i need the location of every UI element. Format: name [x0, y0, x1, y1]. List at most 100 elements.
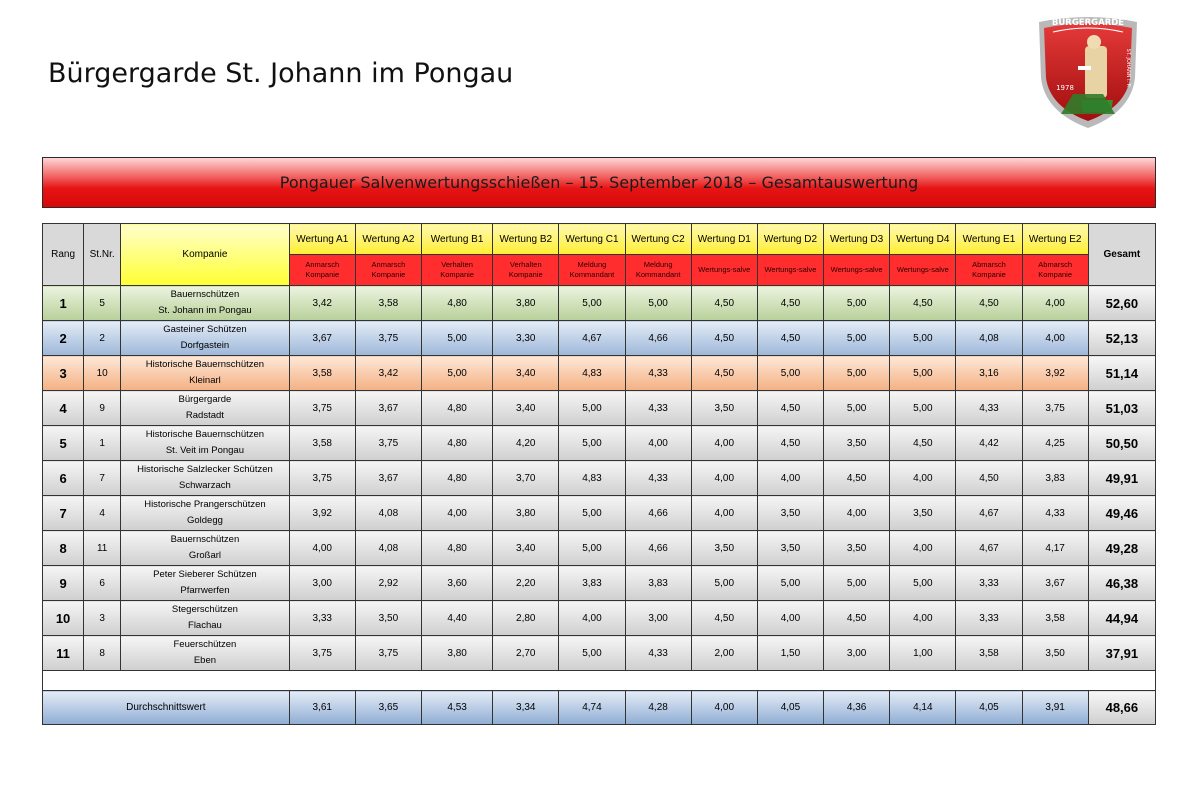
- company-name: Bauernschützen: [170, 289, 240, 300]
- company-name: Historische Bauernschützen: [145, 429, 265, 440]
- rank-cell: 10: [41, 600, 85, 636]
- score-cell: 5,00: [558, 425, 626, 461]
- score-cell: 4,50: [690, 285, 758, 321]
- company-cell: Historische Bauernschützen St. Veit im Po…: [120, 425, 290, 461]
- score-cell: 4,00: [1021, 320, 1089, 356]
- average-row: Durchschnittswert 3,61 3,65 4,53 3,34 4,74 4,2…: [42, 690, 1157, 725]
- score-cell: 4,33: [1021, 495, 1089, 531]
- rank-cell: 3: [41, 355, 85, 391]
- start-number-cell: 7: [83, 460, 122, 496]
- score-cell: 3,50: [756, 495, 825, 531]
- score-cell: 4,00: [889, 460, 957, 496]
- rank-cell: 6: [41, 460, 85, 496]
- header-kompanie: Kompanie: [120, 223, 290, 286]
- subcriterion-line-2: Kompanie: [508, 270, 543, 279]
- subcriterion-line-2: Kompanie: [972, 270, 1006, 279]
- subcriterion-line-1: Wertungs-salve: [830, 265, 883, 274]
- score-cell: 3,33: [955, 600, 1023, 636]
- company-name: Stegerschützen: [171, 604, 238, 615]
- start-number-cell: 4: [83, 495, 122, 531]
- score-cell: 3,67: [288, 320, 356, 356]
- average-score-cell: 4,36: [823, 690, 891, 725]
- svg-text:ST. JOHANN i. P.: ST. JOHANN i. P.: [1125, 49, 1131, 88]
- company-location: St. Johann im Pongau: [158, 305, 252, 316]
- score-cell: 2,70: [492, 635, 560, 671]
- header-subcriterion: Anmarsch Kompanie: [354, 254, 423, 286]
- score-cell: 5,00: [889, 320, 957, 356]
- score-cell: 3,70: [492, 460, 560, 496]
- score-cell: 4,50: [690, 355, 758, 391]
- spacer-cell: [625, 670, 692, 691]
- score-cell: 4,50: [823, 600, 891, 636]
- spacer-cell: [691, 670, 758, 691]
- score-cell: 3,67: [354, 460, 423, 496]
- score-cell: 3,40: [492, 355, 560, 391]
- header-criterion: Wertung D3: [823, 223, 891, 255]
- score-cell: 4,33: [624, 390, 692, 426]
- company-location: Goldegg: [186, 515, 223, 526]
- score-cell: 5,00: [690, 565, 758, 601]
- header-subcriterion: Abmarsch Kompanie: [955, 254, 1023, 286]
- score-cell: 4,33: [955, 390, 1023, 426]
- total-cell: 52,60: [1087, 285, 1157, 321]
- score-cell: 4,00: [690, 460, 758, 496]
- header-subcriterion: Meldung Kommandant: [558, 254, 626, 286]
- header-subcriterion: Abmarsch Kompanie: [1021, 254, 1089, 286]
- score-cell: 2,00: [690, 635, 758, 671]
- score-cell: 4,67: [558, 320, 626, 356]
- score-cell: 3,33: [955, 565, 1023, 601]
- rank-cell: 11: [41, 635, 85, 671]
- subcriterion-line-2: Kompanie: [305, 270, 340, 279]
- average-score-cell: 3,91: [1021, 690, 1089, 725]
- start-number-cell: 5: [83, 285, 122, 321]
- average-score-cell: 4,00: [690, 690, 758, 725]
- score-cell: 4,00: [1021, 285, 1089, 321]
- company-location: Radstadt: [185, 410, 224, 421]
- spacer-cell: [757, 670, 824, 691]
- score-cell: 2,80: [492, 600, 560, 636]
- header-gesamt: Gesamt: [1087, 223, 1157, 286]
- score-cell: 4,80: [420, 390, 494, 426]
- score-cell: 4,17: [1021, 530, 1089, 566]
- score-cell: 4,66: [624, 495, 692, 531]
- header-criterion: Wertung A1: [288, 223, 356, 255]
- average-score-cell: 4,14: [889, 690, 957, 725]
- score-cell: 4,40: [420, 600, 494, 636]
- spacer-cell: [120, 670, 290, 691]
- score-cell: 5,00: [823, 285, 891, 321]
- start-number-cell: 9: [83, 390, 122, 426]
- score-cell: 3,58: [288, 425, 356, 461]
- score-cell: 4,80: [420, 460, 494, 496]
- average-label: Durchschnittswert: [42, 690, 290, 725]
- table-row: 10 3 Stegerschützen Flachau 3,33 3,50 4,40 2,80…: [41, 600, 1157, 636]
- total-cell: 50,50: [1087, 425, 1157, 461]
- score-cell: 5,00: [624, 285, 692, 321]
- score-cell: 5,00: [756, 565, 825, 601]
- company-name: Historische Bauernschützen: [145, 359, 265, 370]
- header-subcriterion: Meldung Kommandant: [624, 254, 692, 286]
- table-row: 9 6 Peter Sieberer Schützen Pfarrwerfen 3,00…: [41, 565, 1157, 601]
- score-cell: 4,66: [624, 320, 692, 356]
- company-name: Feuerschützen: [173, 639, 237, 650]
- table-row: 2 2 Gasteiner Schützen Dorfgastein 3,67 3,75 5…: [41, 320, 1157, 356]
- total-cell: 44,94: [1087, 600, 1157, 636]
- score-cell: 3,80: [420, 635, 494, 671]
- score-cell: 3,58: [1021, 600, 1089, 636]
- score-cell: 4,80: [420, 530, 494, 566]
- subcriterion-line-1: Wertungs-salve: [896, 265, 949, 274]
- score-cell: 4,08: [955, 320, 1023, 356]
- score-cell: 3,42: [288, 285, 356, 321]
- company-cell: Bauernschützen Großarl: [120, 530, 290, 566]
- score-cell: 4,66: [624, 530, 692, 566]
- spacer-cell: [558, 670, 626, 691]
- score-cell: 3,40: [492, 530, 560, 566]
- subcriterion-line-2: Kompanie: [440, 270, 474, 279]
- score-cell: 3,50: [889, 495, 957, 531]
- score-cell: 3,58: [955, 635, 1023, 671]
- score-cell: 5,00: [823, 390, 891, 426]
- header-subcriterion: Verhalten Kompanie: [492, 254, 560, 286]
- start-number-cell: 3: [83, 600, 122, 636]
- score-cell: 3,83: [558, 565, 626, 601]
- subcriterion-line-2: Kommandant: [569, 270, 615, 279]
- company-location: Kleinarl: [189, 375, 221, 386]
